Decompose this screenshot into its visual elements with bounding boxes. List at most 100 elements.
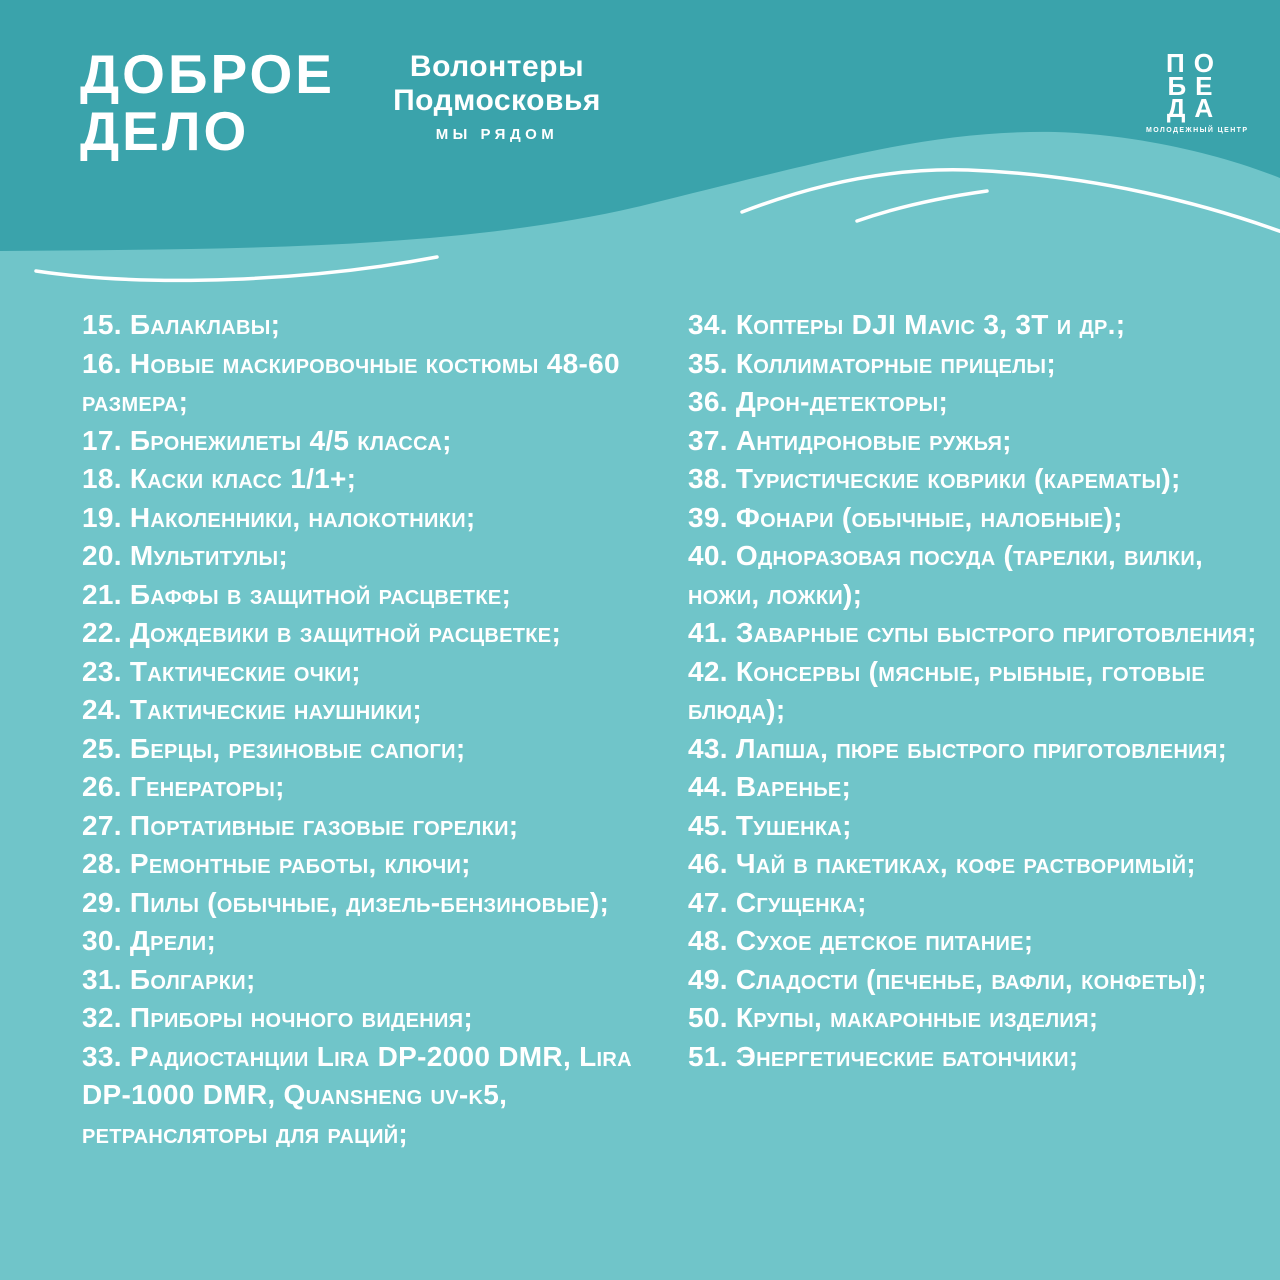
list-item: 37. Антидроновые ружья;: [688, 422, 1258, 461]
item-text: Новые маскировочные костюмы 48-60 размер…: [82, 347, 620, 418]
title-line-2: ДЕЛО: [80, 100, 250, 162]
item-text: Мультитулы;: [129, 540, 289, 571]
item-text: Берцы, резиновые сапоги;: [129, 732, 466, 764]
list-column-right: 34. Коптеры DJI Mavic 3, 3T и др.; 35. Ко…: [688, 306, 1258, 1076]
list-item: 42. Консервы (мясные, рыбные, готовые бл…: [688, 653, 1258, 730]
item-number: 21.: [82, 578, 130, 610]
item-text: Каски класс 1/1+;: [129, 463, 357, 494]
item-number: 30.: [82, 925, 130, 956]
title-line-1: ДОБРОЕ: [80, 43, 335, 105]
item-number: 48.: [688, 925, 736, 956]
list-item: 51. Энергетические батончики;: [688, 1038, 1258, 1077]
item-number: 31.: [82, 963, 130, 995]
item-number: 44.: [688, 771, 736, 802]
item-number: 20.: [82, 540, 130, 571]
item-number: 29.: [82, 886, 130, 918]
list-item: 50. Крупы, макаронные изделия;: [688, 999, 1258, 1038]
item-text: Приборы ночного видения;: [129, 1002, 473, 1033]
list-item: 32. Приборы ночного видения;: [82, 999, 642, 1038]
item-text: Варенье;: [735, 771, 852, 802]
item-number: 18.: [82, 463, 130, 494]
item-text: Ремонтные работы, ключи;: [129, 848, 471, 879]
item-number: 15.: [82, 309, 130, 340]
list-item: 24. Тактические наушники;: [82, 691, 642, 730]
item-number: 46.: [688, 848, 736, 879]
list-item: 36. Дрон-детекторы;: [688, 383, 1258, 422]
item-text: Туристические коврики (карематы);: [735, 463, 1181, 494]
item-number: 49.: [688, 963, 736, 995]
item-number: 22.: [82, 617, 130, 648]
volunteers-logo-line1: Волонтеры: [409, 50, 585, 83]
item-text: Тушенка;: [735, 809, 852, 841]
pobeda-logo-tagline: МОЛОДЕЖНЫЙ ЦЕНТР: [1146, 126, 1249, 134]
item-text: Сгущенка;: [735, 886, 867, 918]
item-number: 36.: [688, 386, 736, 417]
item-number: 27.: [82, 809, 130, 841]
item-number: 39.: [688, 501, 736, 533]
item-number: 28.: [82, 848, 130, 879]
item-number: 19.: [82, 501, 130, 533]
item-number: 25.: [82, 732, 130, 764]
item-text: Бронежилеты 4/5 класса;: [129, 424, 452, 456]
page-title: ДОБРОЕ ДЕЛО: [80, 46, 335, 160]
list-item: 15. Балаклавы;: [82, 306, 642, 345]
list-item: 23. Тактические очки;: [82, 653, 642, 692]
volunteers-logo: Волонтеры Подмосковья МЫ РЯДОМ: [352, 50, 642, 143]
item-number: 47.: [688, 886, 736, 918]
list-item: 20. Мультитулы;: [82, 537, 642, 576]
list-column-left: 15. Балаклавы; 16. Новые маскировочные ко…: [82, 306, 642, 1153]
pobeda-logo-row3: ДА: [1166, 93, 1223, 123]
item-number: 45.: [688, 809, 736, 841]
item-text: Радиостанции Lira DP-2000 DMR, Lira DP-1…: [82, 1040, 632, 1149]
item-text: Дрели;: [129, 925, 217, 956]
item-text: Крупы, макаронные изделия;: [735, 1002, 1099, 1033]
item-text: Сухое детское питание;: [735, 925, 1034, 956]
list-item: 27. Портативные газовые горелки;: [82, 807, 642, 846]
item-number: 16.: [82, 347, 130, 379]
wave-divider: [0, 0, 1280, 283]
list-item: 16. Новые маскировочные костюмы 48-60 ра…: [82, 345, 642, 422]
item-text: Дождевики в защитной расцветке;: [129, 617, 562, 648]
list-item: 49. Сладости (печенье, вафли, конфеты);: [688, 961, 1258, 1000]
item-number: 50.: [688, 1002, 736, 1033]
list-item: 39. Фонари (обычные, налобные);: [688, 499, 1258, 538]
item-text: Генераторы;: [129, 771, 285, 802]
item-number: 37.: [688, 424, 736, 456]
item-number: 23.: [82, 655, 130, 687]
list-item: 43. Лапша, пюре быстрого приготовления;: [688, 730, 1258, 769]
item-text: Одноразовая посуда (тарелки, вилки, ножи…: [688, 540, 1204, 610]
item-number: 40.: [688, 540, 736, 571]
list-item: 33. Радиостанции Lira DP-2000 DMR, Lira …: [82, 1038, 642, 1154]
pobeda-logo: ПО БЕ ДА МОЛОДЕЖНЫЙ ЦЕНТР: [1146, 50, 1249, 134]
list-item: 17. Бронежилеты 4/5 класса;: [82, 422, 642, 461]
decorative-line-right-short: [855, 189, 989, 223]
list-item: 34. Коптеры DJI Mavic 3, 3T и др.;: [688, 306, 1258, 345]
item-number: 41.: [688, 617, 736, 648]
pobeda-logo-row2: БЕ: [1167, 70, 1222, 101]
item-text: Тактические наушники;: [129, 694, 422, 725]
list-item: 45. Тушенка;: [688, 807, 1258, 846]
list-item: 26. Генераторы;: [82, 768, 642, 807]
list-item: 25. Берцы, резиновые сапоги;: [82, 730, 642, 769]
item-number: 34.: [688, 309, 736, 340]
list-item: 29. Пилы (обычные, дизель-бензиновые);: [82, 884, 642, 923]
header-wave-shape: [0, 0, 1280, 251]
item-text: Коптеры DJI Mavic 3, 3T и др.;: [735, 309, 1126, 340]
item-number: 42.: [688, 655, 736, 687]
decorative-line-left: [34, 255, 439, 283]
list-item: 30. Дрели;: [82, 922, 642, 961]
list-item: 22. Дождевики в защитной расцветке;: [82, 614, 642, 653]
item-number: 26.: [82, 771, 130, 802]
list-item: 38. Туристические коврики (карематы);: [688, 460, 1258, 499]
item-text: Фонари (обычные, налобные);: [735, 501, 1123, 533]
decorative-line-right-long: [740, 168, 1280, 234]
item-text: Заварные супы быстрого приготовления;: [735, 617, 1257, 648]
list-item: 48. Сухое детское питание;: [688, 922, 1258, 961]
list-item: 28. Ремонтные работы, ключи;: [82, 845, 642, 884]
item-text: Коллиматорные прицелы;: [735, 347, 1056, 379]
item-number: 32.: [82, 1002, 130, 1033]
list-item: 18. Каски класс 1/1+;: [82, 460, 642, 499]
list-item: 31. Болгарки;: [82, 961, 642, 1000]
list-item: 46. Чай в пакетиках, кофе растворимый;: [688, 845, 1258, 884]
item-number: 38.: [688, 463, 736, 494]
